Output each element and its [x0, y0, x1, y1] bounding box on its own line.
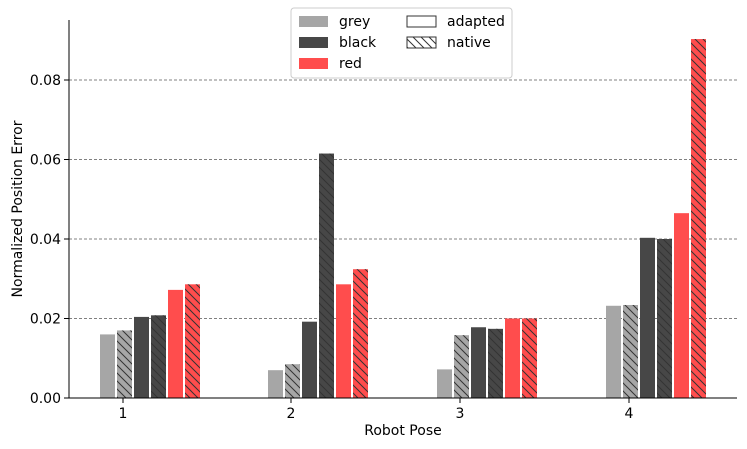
bar-black-adapted	[302, 321, 317, 398]
bar-hatch	[117, 330, 132, 398]
legend-frame	[290, 7, 513, 79]
bar-hatch	[151, 315, 166, 398]
bar-grey-adapted	[268, 370, 283, 398]
y-axis-label: Normalized Position Error	[10, 120, 26, 297]
bar-hatch	[522, 318, 537, 398]
y-ticks: 0.00 0.02 0.04 0.06 0.08	[30, 73, 69, 407]
legend-hatch	[406, 36, 437, 49]
y-tick-label: 0.08	[30, 73, 61, 89]
legend: grey black red adapted native	[290, 7, 513, 79]
legend-label: red	[339, 56, 362, 72]
bar-hatch	[623, 304, 638, 398]
bar-hatch	[488, 328, 503, 398]
bar-grey-adapted	[606, 305, 621, 398]
legend-label: adapted	[447, 14, 505, 30]
bar-hatch	[657, 239, 672, 398]
legend-swatch-grey	[299, 16, 328, 27]
legend-swatch-red	[299, 58, 328, 69]
bar-black-adapted	[640, 237, 655, 398]
bar-hatch	[285, 364, 300, 398]
bar-hatch	[454, 335, 469, 398]
bar-hatch	[319, 153, 334, 398]
bar-hatch	[691, 39, 706, 399]
legend-swatch-black	[299, 37, 328, 48]
gridlines	[69, 79, 737, 319]
y-tick-label: 0.00	[30, 391, 61, 407]
legend-swatch-adapted	[406, 15, 437, 28]
y-tick-label: 0.04	[30, 232, 61, 248]
bar-grey-adapted	[437, 369, 452, 398]
y-tick-label: 0.02	[30, 312, 61, 328]
bar-red-adapted	[505, 318, 520, 398]
x-tick-label: 4	[625, 406, 634, 422]
axes	[68, 20, 737, 399]
y-tick-label: 0.06	[30, 153, 61, 169]
legend-label: native	[447, 35, 491, 51]
bar-red-adapted	[674, 213, 689, 398]
legend-label: grey	[339, 14, 370, 30]
bars	[100, 39, 706, 399]
bar-hatch	[185, 284, 200, 398]
x-ticks: 1 2 3 4	[119, 398, 634, 422]
x-axis-label: Robot Pose	[364, 423, 441, 439]
bar-grey-adapted	[100, 334, 115, 398]
bar-black-adapted	[471, 327, 486, 398]
x-tick-label: 1	[119, 406, 128, 422]
legend-label: black	[339, 35, 377, 51]
x-tick-label: 2	[287, 406, 296, 422]
x-tick-label: 3	[456, 406, 465, 422]
bar-red-adapted	[168, 289, 183, 398]
bar-red-adapted	[336, 284, 351, 398]
bar-hatch	[353, 269, 368, 398]
bar-black-adapted	[134, 316, 149, 398]
